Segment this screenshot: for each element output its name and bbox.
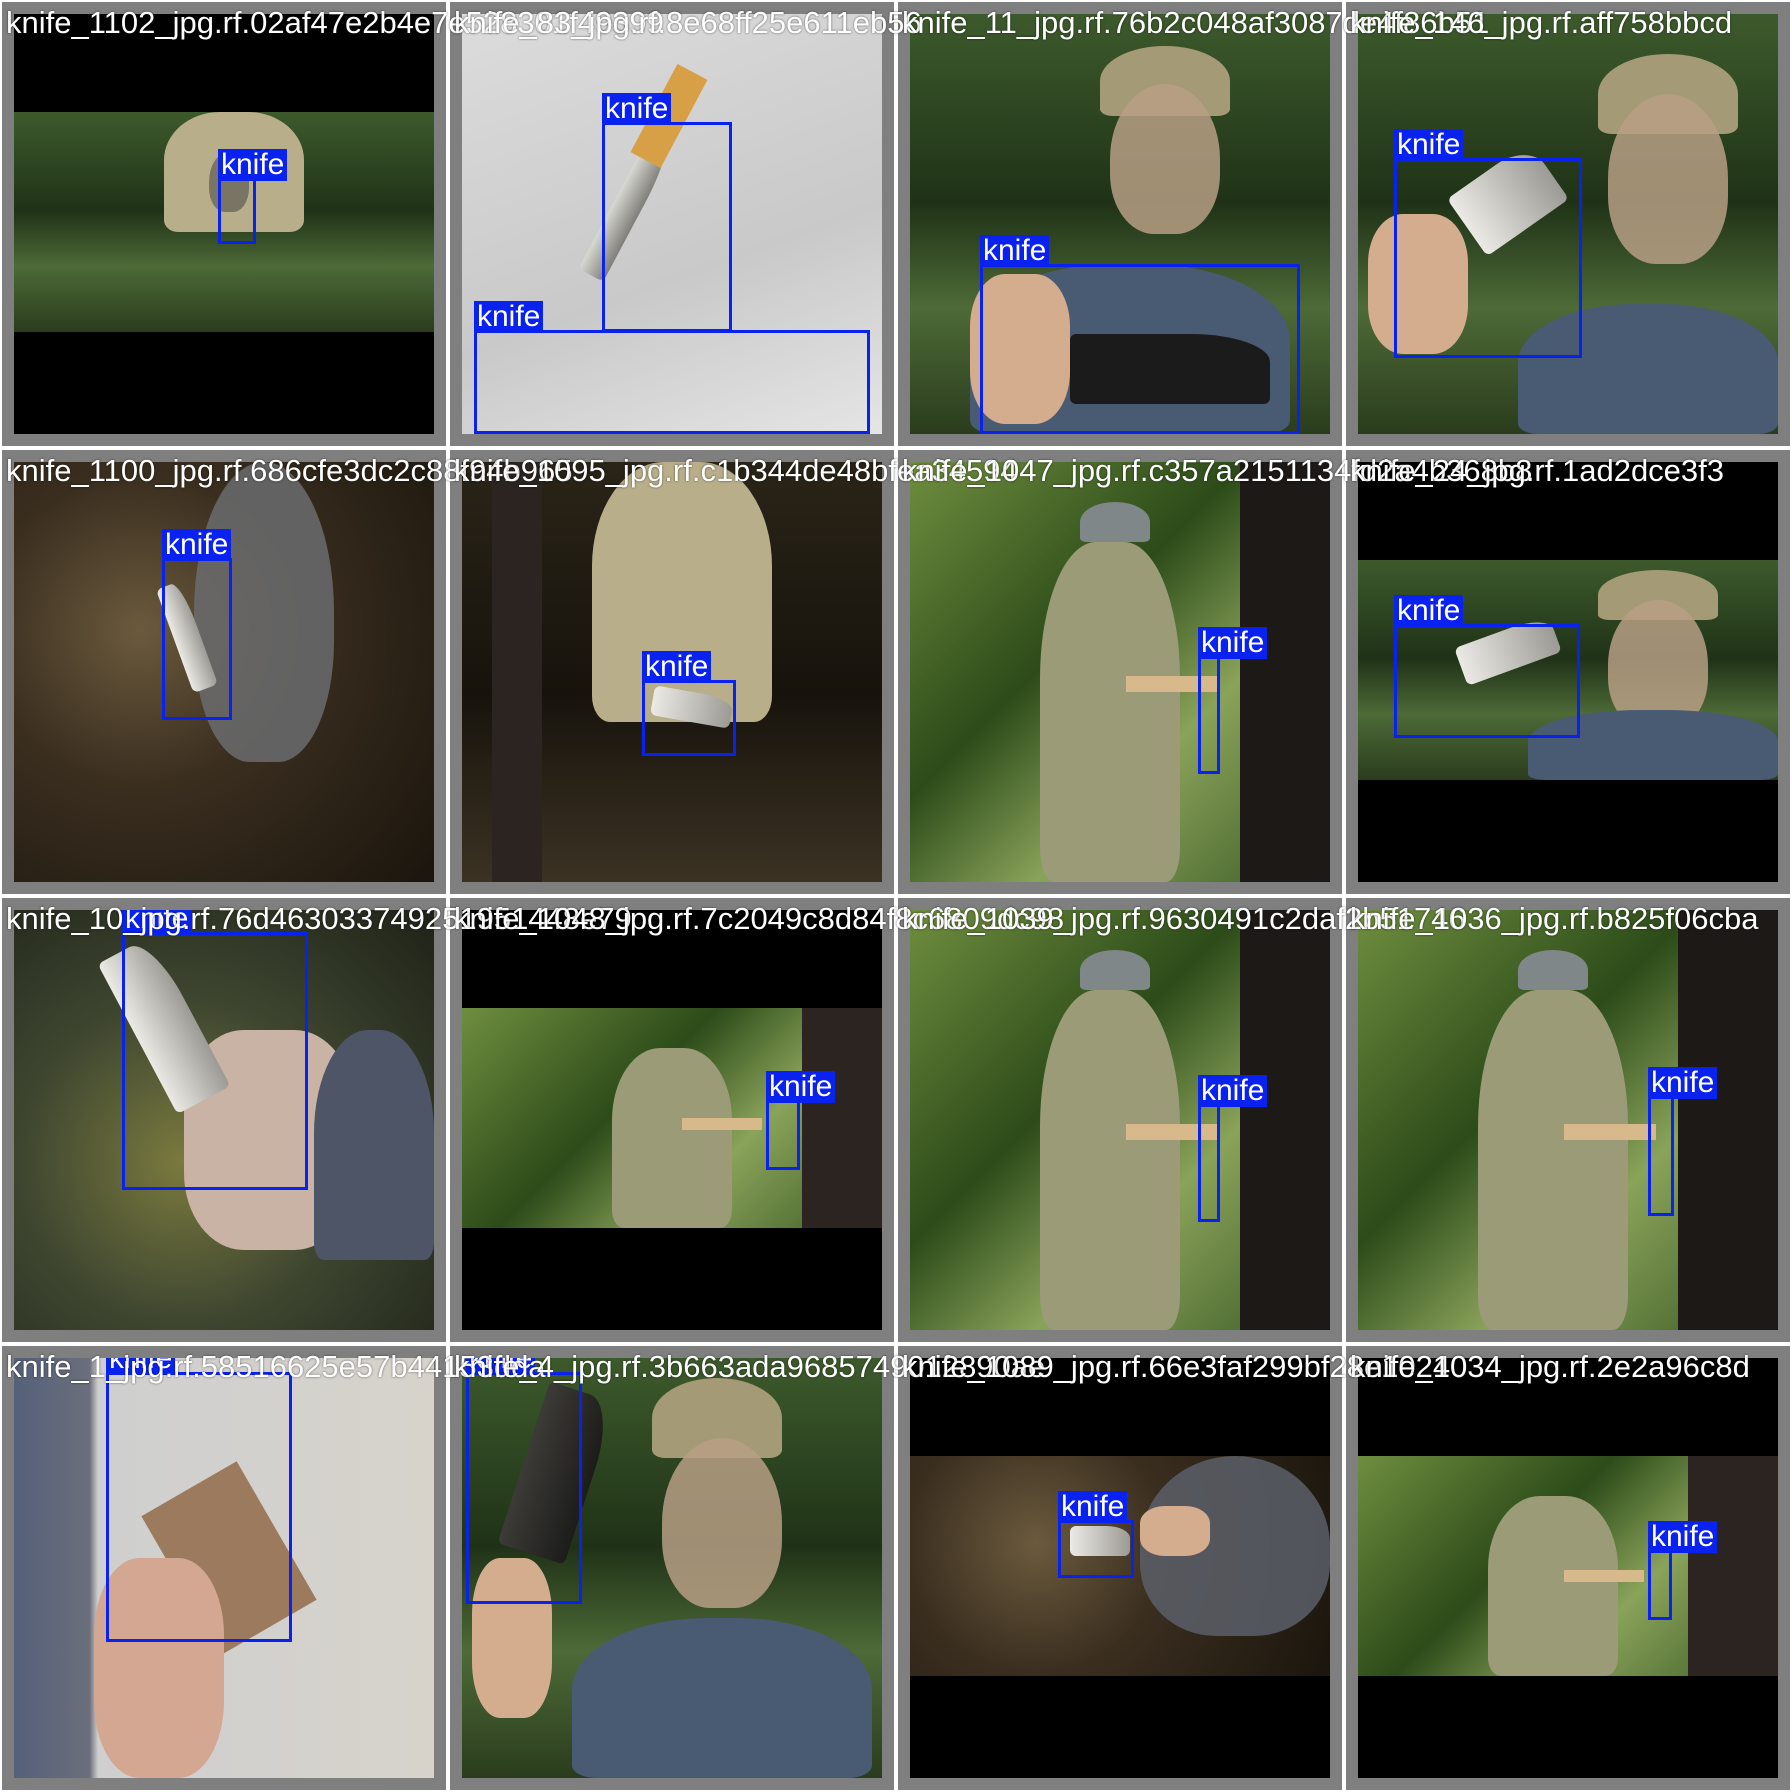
detection-box: knife <box>1394 129 1582 358</box>
photo-scene <box>462 1008 882 1228</box>
detection-box: knife <box>474 301 870 434</box>
tile-image: knife <box>1358 1358 1778 1778</box>
image-tile[interactable]: knife knife_11_jpg.rf.76b2c048af3087de4f… <box>896 0 1489 448</box>
detection-box: knife <box>162 529 232 720</box>
image-tile[interactable]: knife knife_1095_jpg.rf.c1b344de48bfea34… <box>448 448 1018 896</box>
detection-label: knife <box>474 301 544 333</box>
detection-label: knife <box>1198 627 1268 659</box>
image-tile[interactable]: knife knife_1100_jpg.rf.686cfe3dc2c88f94… <box>0 448 573 896</box>
tile-filename: knife_1034_jpg.rf.2e2a96c8d <box>1350 1349 1750 1384</box>
tile-filename: knife_4_jpg.rf.3b663ada9685749012890ae <box>454 1349 1046 1384</box>
detection-box: knife <box>218 149 288 244</box>
detection-box: knife <box>106 1358 292 1642</box>
tile-filename: knife_146_jpg.rf.aff758bbcd <box>1350 5 1733 40</box>
tile-filename: knife_1089_jpg.rf.66e3faf299bf28e10240 <box>902 1349 1468 1384</box>
detection-box: knife <box>1648 1067 1718 1216</box>
letterbox-bar <box>1358 462 1778 560</box>
letterbox-bar <box>1358 1358 1778 1456</box>
detection-label: knife <box>1648 1067 1718 1099</box>
detection-box: knife <box>1198 627 1268 774</box>
tile-filename: knife_24_jpg.rf.1ad2dce3f3 <box>1350 453 1725 488</box>
image-tile[interactable]: knife knife_1034_jpg.rf.2e2a96c8d <box>1344 1344 1792 1792</box>
detection-box: knife <box>1394 595 1580 738</box>
detection-box: knife <box>980 235 1300 434</box>
letterbox-bar <box>14 14 434 112</box>
tile-filename: knife_1102_jpg.rf.02af47e2b4e7e528301f49… <box>6 5 664 40</box>
tile-image: knife <box>462 1358 882 1778</box>
image-tile[interactable]: knife knife_146_jpg.rf.aff758bbcd <box>1344 0 1792 448</box>
tile-image: knife <box>910 14 1330 434</box>
image-tile[interactable]: knife knife_4_jpg.rf.3b663ada96857490128… <box>448 1344 1045 1792</box>
tile-image: knife <box>910 462 1330 882</box>
detection-label: knife <box>1198 1075 1268 1107</box>
detection-box: knife <box>466 1358 582 1604</box>
detection-label: knife <box>466 1358 536 1375</box>
detection-label: knife <box>766 1071 836 1103</box>
detection-box: knife <box>1198 1075 1268 1222</box>
tile-filename: knife_1036_jpg.rf.b825f06cba <box>1350 901 1759 936</box>
image-tile[interactable]: knife knife_1036_jpg.rf.b825f06cba <box>1344 896 1792 1344</box>
tile-image: knife <box>462 910 882 1330</box>
tile-image: knife <box>910 910 1330 1330</box>
tile-filename: knife_1039_jpg.rf.9630491c2daf2b51746 <box>902 901 1466 936</box>
detection-label: knife <box>642 651 712 683</box>
tile-filename: knife_1048_jpg.rf.7c2049c8d84f8c6809dc98 <box>454 901 1065 936</box>
image-tile[interactable]: knife knife_1089_jpg.rf.66e3faf299bf28e1… <box>896 1344 1467 1792</box>
tile-image: knife <box>14 1358 434 1778</box>
detection-label: knife <box>218 149 288 181</box>
tile-filename: knife_1100_jpg.rf.686cfe3dc2c88f94b965 <box>6 453 573 488</box>
detection-box: knife <box>1648 1521 1718 1620</box>
detection-box: knife <box>766 1071 836 1170</box>
detection-label: knife <box>1394 595 1464 627</box>
letterbox-bar <box>14 332 434 434</box>
detection-box: knife <box>642 651 736 756</box>
tile-image: knife <box>910 1358 1330 1778</box>
tile-filename: knife_1047_jpg.rf.c357a2151134fd2a4b368b… <box>902 453 1533 488</box>
tile-filename: knife_83_jpg.rf.8e68ff25e611eb56 <box>454 5 922 40</box>
tile-image: knife <box>1358 462 1778 882</box>
tile-image: knife <box>14 462 434 882</box>
detection-label: knife <box>602 93 672 125</box>
tile-filename: knife_1095_jpg.rf.c1b344de48bfea34594 <box>454 453 1018 488</box>
detection-box: knife <box>122 910 308 1190</box>
image-tile[interactable]: knife knife_1048_jpg.rf.7c2049c8d84f8c68… <box>448 896 1064 1344</box>
image-tile[interactable]: knife knife_1039_jpg.rf.9630491c2daf2b51… <box>896 896 1466 1344</box>
photo-scene <box>1358 1456 1778 1676</box>
image-tile[interactable]: knife knife_1_jpg.rf.58516625e57b44153dd… <box>0 1344 546 1792</box>
tile-filename: knife_1_jpg.rf.58516625e57b44153dda <box>6 1349 546 1384</box>
detection-label: knife <box>106 1358 176 1375</box>
tile-image: knife knife <box>462 14 882 434</box>
tile-image: knife <box>1358 14 1778 434</box>
tile-filename: knife_11_jpg.rf.76b2c048af3087de4f86b51 <box>902 5 1490 40</box>
letterbox-bar <box>1358 780 1778 882</box>
detection-label: knife <box>980 235 1050 267</box>
detection-label: knife <box>1648 1521 1718 1553</box>
letterbox-bar <box>1358 1676 1778 1778</box>
tile-image: knife <box>14 910 434 1330</box>
image-tile[interactable]: knife knife_10_jpg.rf.76d463033749251951… <box>0 896 632 1344</box>
detection-box: knife <box>1058 1491 1134 1578</box>
letterbox-bar <box>910 1676 1330 1778</box>
detection-label: knife <box>122 910 192 935</box>
tile-filename: knife_10_jpg.rf.76d463033749251951448e79 <box>6 901 632 936</box>
letterbox-bar <box>462 1228 882 1330</box>
image-tile[interactable]: knife knife knife_83_jpg.rf.8e68ff25e611… <box>448 0 922 448</box>
detection-label: knife <box>1394 129 1464 161</box>
letterbox-bar <box>910 1358 1330 1456</box>
image-tile[interactable]: knife knife_24_jpg.rf.1ad2dce3f3 <box>1344 448 1792 896</box>
image-tile[interactable]: knife knife_1102_jpg.rf.02af47e2b4e7e528… <box>0 0 664 448</box>
image-tile[interactable]: knife knife_1047_jpg.rf.c357a2151134fd2a… <box>896 448 1532 896</box>
letterbox-bar <box>462 910 882 1008</box>
tile-image: knife <box>1358 910 1778 1330</box>
detection-label: knife <box>162 529 232 561</box>
tile-image: knife <box>14 14 434 434</box>
detection-box: knife <box>602 93 732 332</box>
tile-image: knife <box>462 462 882 882</box>
detection-label: knife <box>1058 1491 1128 1523</box>
